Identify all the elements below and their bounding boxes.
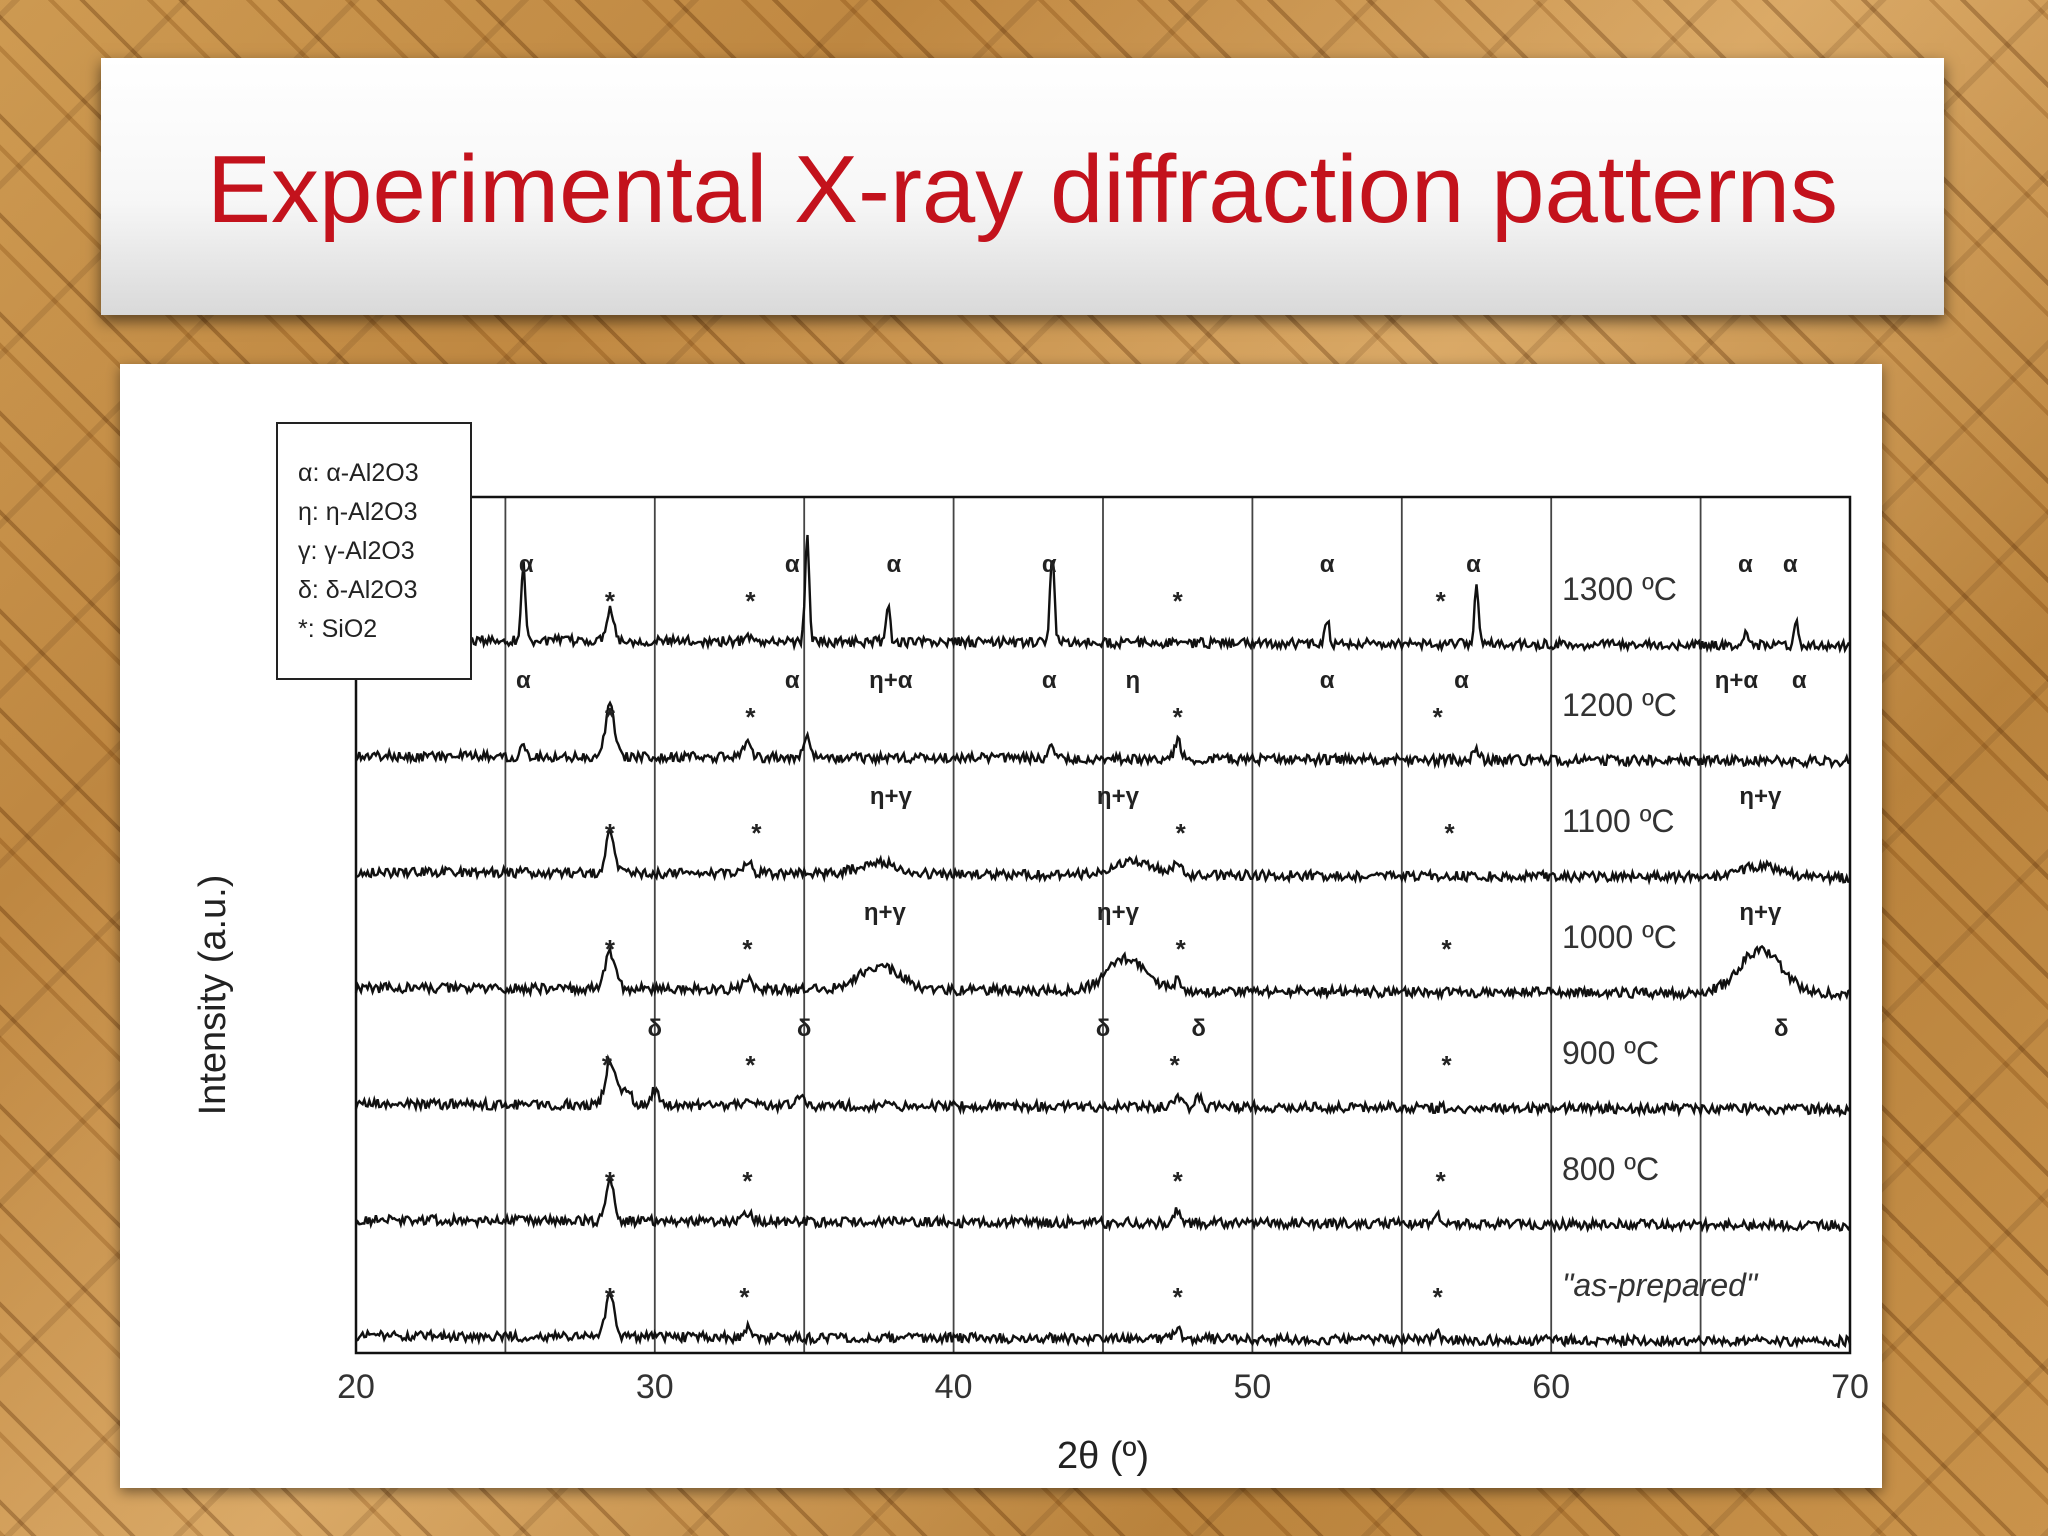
- peak-annotation: α: [785, 551, 800, 578]
- peak-annotation: δ: [1191, 1015, 1206, 1042]
- peak-annotation: *: [1173, 1166, 1184, 1196]
- peak-annotation: *: [751, 818, 762, 848]
- peak-annotation: *: [605, 1166, 616, 1196]
- legend-item-delta: δ: δ-Al2O3: [298, 576, 418, 604]
- peak-annotation: *: [742, 1166, 753, 1196]
- series-label: 800 ºC: [1562, 1151, 1659, 1187]
- peak-annotation: *: [1170, 1050, 1181, 1080]
- chart-traces: [354, 534, 1852, 1349]
- x-tick-label: 20: [337, 1368, 375, 1406]
- peak-annotation: η: [1126, 667, 1141, 694]
- peak-annotation: α: [785, 667, 800, 694]
- peak-annotation: δ: [797, 1015, 812, 1042]
- peak-annotation: *: [1436, 1166, 1447, 1196]
- peak-annotation: δ: [1096, 1015, 1111, 1042]
- y-axis-label: Intensity (a.u.): [192, 875, 234, 1116]
- peak-annotation: *: [745, 586, 756, 616]
- x-tick-label: 30: [636, 1368, 674, 1406]
- peak-annotation: η+γ: [870, 783, 913, 810]
- peak-annotation: *: [1433, 702, 1444, 732]
- peak-annotation: *: [739, 1282, 750, 1312]
- peak-annotation: *: [605, 702, 616, 732]
- x-tick-label: 50: [1233, 1368, 1271, 1406]
- x-tick-label: 60: [1532, 1368, 1570, 1406]
- peak-annotations: α * * α α α * α * α α α α * * α η+α α η * α * α η+α α * * η+γ η+γ * * η…: [516, 551, 1807, 1312]
- chart-legend: α: α-Al2O3 η: η-Al2O3 γ: γ-Al2O3 δ: δ-Al…: [276, 422, 472, 680]
- peak-annotation: η+γ: [1097, 783, 1140, 810]
- peak-annotation: η+γ: [1739, 899, 1782, 926]
- peak-annotation: α: [886, 551, 901, 578]
- series-trace: [354, 944, 1851, 1002]
- peak-annotation: α: [1042, 667, 1057, 694]
- series-labels: 1300 ºC 1200 ºC 1100 ºC 1000 ºC 900 ºC 800 ºC…: [1562, 571, 1759, 1303]
- series-trace: [354, 1053, 1851, 1119]
- peak-annotation: α: [519, 551, 534, 578]
- peak-annotation: η+α: [869, 667, 913, 694]
- peak-annotation: *: [1445, 818, 1456, 848]
- peak-annotation: α: [1738, 551, 1753, 578]
- x-tick-label: 40: [935, 1368, 973, 1406]
- x-axis-label: 2θ (º): [1057, 1435, 1149, 1477]
- peak-annotation: α: [516, 667, 531, 694]
- peak-annotation: δ: [1774, 1015, 1789, 1042]
- x-tick-label: 70: [1831, 1368, 1869, 1406]
- legend-item-sio2: *: SiO2: [298, 615, 378, 643]
- peak-annotation: *: [1173, 586, 1184, 616]
- legend-item-gamma: γ: γ-Al2O3: [298, 537, 415, 565]
- peak-annotation: *: [1442, 934, 1453, 964]
- peak-annotation: η+γ: [1739, 783, 1782, 810]
- peak-annotation: η+γ: [864, 899, 907, 926]
- series-label: 1100 ºC: [1562, 803, 1675, 839]
- peak-annotation: *: [1176, 818, 1187, 848]
- peak-annotation: α: [1042, 551, 1057, 578]
- series-trace: [354, 700, 1851, 770]
- peak-annotation: *: [1173, 702, 1184, 732]
- peak-annotation: *: [1173, 1282, 1184, 1312]
- peak-annotation: *: [1433, 1282, 1444, 1312]
- series-label: 1300 ºC: [1562, 571, 1677, 607]
- peak-annotation: *: [605, 818, 616, 848]
- peak-annotation: α: [1792, 667, 1807, 694]
- x-tick-labels: 20 30 40 50 60 70: [337, 1368, 1869, 1406]
- legend-item-eta: η: η-Al2O3: [298, 498, 418, 526]
- series-trace: [355, 1293, 1852, 1349]
- legend-item-alpha: α: α-Al2O3: [298, 459, 419, 487]
- peak-annotation: *: [605, 934, 616, 964]
- peak-annotation: η+γ: [1097, 899, 1140, 926]
- series-label: 1200 ºC: [1562, 687, 1677, 723]
- peak-annotation: *: [742, 934, 753, 964]
- series-trace: [354, 534, 1851, 654]
- peak-annotation: *: [1176, 934, 1187, 964]
- slide-title-bar: Experimental X-ray diffraction patterns: [101, 58, 1944, 315]
- peak-annotation: *: [605, 586, 616, 616]
- slide-title: Experimental X-ray diffraction patterns: [207, 135, 1838, 243]
- peak-annotation: η+α: [1715, 667, 1759, 694]
- peak-annotation: δ: [648, 1015, 663, 1042]
- peak-annotation: α: [1320, 551, 1335, 578]
- peak-annotation: α: [1454, 667, 1469, 694]
- xrd-chart: α * * α α α * α * α α α α * * α η+α α η * α * α η+α α * * η+γ η+γ * * η…: [192, 495, 1869, 1477]
- peak-annotation: *: [745, 1050, 756, 1080]
- peak-annotation: α: [1466, 551, 1481, 578]
- series-label: "as-prepared": [1562, 1267, 1759, 1303]
- peak-annotation: α: [1320, 667, 1335, 694]
- peak-annotation: *: [605, 1282, 616, 1312]
- series-label: 1000 ºC: [1562, 919, 1677, 955]
- peak-annotation: *: [745, 702, 756, 732]
- peak-annotation: *: [1442, 1050, 1453, 1080]
- peak-annotation: α: [1783, 551, 1798, 578]
- peak-annotation: *: [602, 1050, 613, 1080]
- peak-annotation: *: [1436, 586, 1447, 616]
- series-trace: [354, 1176, 1852, 1234]
- series-label: 900 ºC: [1562, 1035, 1659, 1071]
- plot-frame: [354, 495, 1852, 1355]
- chart-panel: α * * α α α * α * α α α α * * α η+α α η * α * α η+α α * * η+γ η+γ * * η…: [120, 364, 1882, 1488]
- series-trace: [355, 826, 1850, 887]
